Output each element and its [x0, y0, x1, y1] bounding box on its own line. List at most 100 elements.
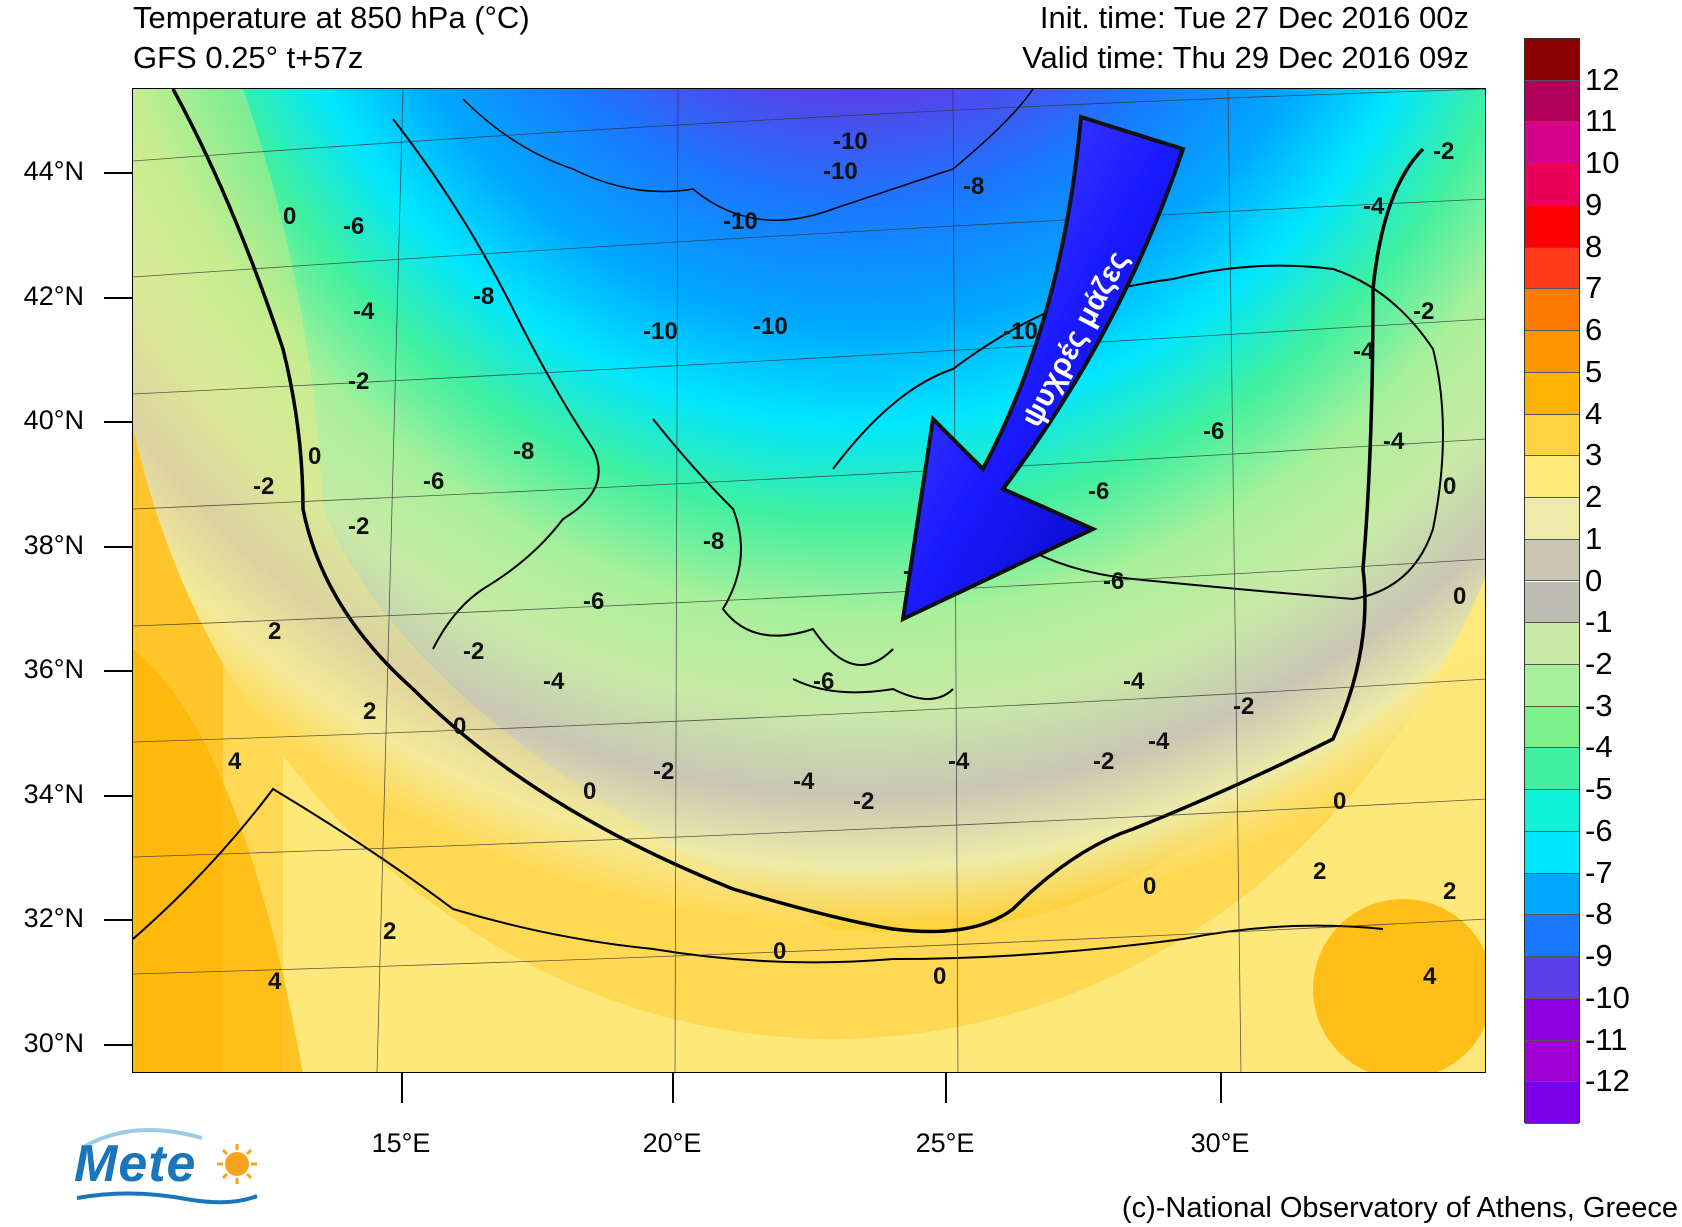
legend-label: 1	[1585, 520, 1603, 556]
legend-label: 10	[1585, 145, 1620, 181]
contour-label: 2	[383, 918, 396, 945]
lat-label-32: 32°N	[23, 903, 84, 933]
contour-label: -2	[253, 473, 274, 500]
legend-swatch	[1525, 331, 1579, 373]
legend-label: 0	[1585, 562, 1603, 598]
legend-label: -7	[1585, 854, 1613, 890]
legend-swatch	[1525, 790, 1579, 832]
contour-label: -2	[653, 758, 674, 785]
legend-label: 5	[1585, 353, 1603, 389]
contour-label: 2	[1443, 878, 1456, 905]
legend-swatch	[1525, 748, 1579, 791]
lon-label-30: 30°E	[1190, 1128, 1250, 1158]
contour-label: 0	[1333, 788, 1346, 815]
init-time: Init. time: Tue 27 Dec 2016 00z	[1039, 0, 1469, 35]
contour-label: -2	[348, 368, 369, 395]
contour-label: 0	[1453, 583, 1466, 610]
contour-label: 0	[453, 713, 466, 740]
lat-tick	[104, 172, 132, 174]
lat-tick	[104, 919, 132, 921]
contour-label: -6	[583, 588, 604, 615]
legend-swatch	[1525, 289, 1579, 332]
legend-label: -6	[1585, 812, 1613, 848]
contour-label: -2	[1413, 298, 1434, 325]
lat-label-38: 38°N	[23, 530, 84, 560]
lon-tick	[1220, 1073, 1222, 1103]
contour-label: -2	[348, 513, 369, 540]
legend-label: -8	[1585, 896, 1613, 932]
contour-label: -4	[1123, 668, 1145, 695]
contour-label: -2	[1433, 138, 1454, 165]
contour-label: 2	[268, 618, 281, 645]
contour-label: -6	[1088, 478, 1109, 505]
lat-label-36: 36°N	[23, 654, 84, 684]
map-title: Temperature at 850 hPa (°C)	[133, 0, 530, 35]
contour-label: -4	[1353, 338, 1375, 365]
contour-label: -8	[513, 438, 534, 465]
contour-label: 0	[308, 443, 321, 470]
legend-swatch	[1525, 247, 1579, 290]
legend-swatch	[1525, 1082, 1579, 1124]
contour-label: -4	[1383, 428, 1405, 455]
legend-label: 11	[1585, 103, 1618, 139]
contour-label: 0	[1443, 473, 1456, 500]
legend-swatch	[1525, 164, 1579, 206]
contour-label: 2	[1313, 858, 1326, 885]
contour-label: -4	[353, 298, 375, 325]
contour-label: -10	[1003, 318, 1038, 345]
lat-label-42: 42°N	[23, 281, 84, 311]
legend-swatch	[1525, 498, 1579, 540]
legend-swatch	[1525, 706, 1579, 749]
logo-text: Mete	[74, 1135, 197, 1193]
contour-label: -6	[423, 468, 444, 495]
contour-label: -2	[463, 638, 484, 665]
contour-label: -4	[1148, 728, 1170, 755]
legend-swatch	[1525, 915, 1579, 958]
lat-tick	[104, 421, 132, 423]
lon-label-25: 25°E	[915, 1128, 975, 1158]
lat-tick	[104, 795, 132, 797]
contour-label: -4	[543, 668, 565, 695]
contour-label: -10	[753, 313, 788, 340]
lat-label-34: 34°N	[23, 779, 84, 809]
contour-label: -2	[1093, 748, 1114, 775]
lat-label-30: 30°N	[23, 1028, 84, 1058]
lat-tick	[104, 1044, 132, 1046]
legend-swatch	[1525, 1040, 1579, 1083]
lat-label-40: 40°N	[23, 405, 84, 435]
contour-label: -4	[1363, 193, 1385, 220]
lon-label-15: 15°E	[371, 1128, 431, 1158]
lat-label-44: 44°N	[23, 156, 84, 186]
lat-tick	[104, 297, 132, 299]
legend-label: -2	[1585, 645, 1613, 681]
contour-label: 0	[933, 963, 946, 990]
contour-label: -8	[703, 528, 724, 555]
legend-swatch	[1525, 414, 1579, 457]
legend-label: 9	[1585, 186, 1603, 222]
legend-label: -12	[1585, 1063, 1630, 1099]
legend-label: 12	[1585, 61, 1620, 97]
legend-label: -4	[1585, 729, 1613, 765]
legend-label: -9	[1585, 938, 1613, 974]
contour-label: -10	[833, 128, 868, 155]
contour-label: -10	[823, 158, 858, 185]
legend-label: 4	[1585, 395, 1603, 431]
legend-label: 3	[1585, 437, 1603, 473]
legend-label: -10	[1585, 979, 1630, 1015]
contour-label: -2	[853, 788, 874, 815]
valid-time: Valid time: Thu 29 Dec 2016 09z	[1022, 40, 1469, 75]
legend-swatch	[1525, 39, 1579, 81]
contour-label: -4	[948, 748, 970, 775]
contour-label: 0	[773, 938, 786, 965]
legend-swatch	[1525, 957, 1579, 999]
contour-label: 2	[363, 698, 376, 725]
legend-swatch	[1525, 664, 1579, 707]
lon-label-20: 20°E	[642, 1128, 702, 1158]
legend-label: -3	[1585, 687, 1613, 723]
lon-tick	[945, 1073, 947, 1103]
legend-swatch	[1525, 831, 1579, 874]
lat-tick	[104, 546, 132, 548]
contour-label: 0	[283, 203, 296, 230]
legend-label: 7	[1585, 270, 1603, 306]
lon-tick	[401, 1073, 403, 1103]
